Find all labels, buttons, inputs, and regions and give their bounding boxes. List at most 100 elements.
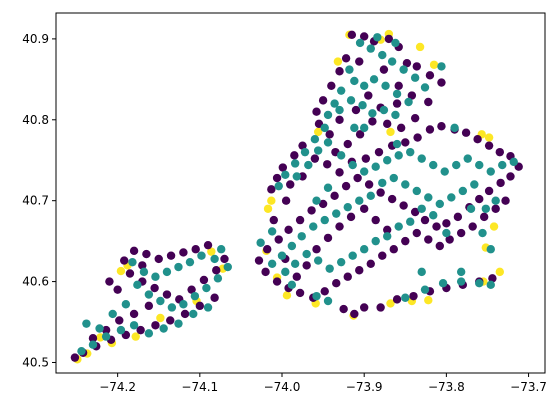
data-point [437, 122, 446, 131]
data-point [406, 147, 415, 157]
data-point [470, 180, 479, 189]
data-point [351, 105, 361, 115]
data-point [129, 246, 139, 256]
data-point [203, 240, 213, 250]
data-point [348, 160, 357, 170]
data-point [489, 222, 499, 231]
data-point [88, 340, 98, 349]
data-point [223, 262, 232, 272]
data-point [429, 160, 438, 170]
data-point [509, 157, 518, 167]
data-point [335, 105, 344, 115]
data-point [187, 285, 196, 294]
data-point [156, 313, 165, 323]
data-point [383, 119, 392, 129]
data-point [191, 245, 200, 254]
data-point [345, 65, 354, 74]
data-point [263, 204, 273, 213]
data-point [410, 73, 420, 82]
data-point [292, 272, 301, 281]
data-point [438, 279, 448, 288]
data-point [424, 235, 433, 244]
data-point [450, 123, 459, 133]
data-point [353, 173, 362, 183]
x-axis: −74.2 −74.1 −74.0 −73.9 −73.8 −73.7 [99, 373, 547, 394]
data-point [350, 123, 359, 133]
data-point [269, 215, 278, 225]
data-point [373, 33, 382, 42]
data-point [391, 38, 400, 48]
data-point [364, 91, 373, 100]
data-point [359, 303, 369, 312]
data-point [343, 202, 352, 212]
data-point [410, 207, 420, 217]
data-point [77, 346, 86, 356]
data-point [304, 160, 313, 170]
data-point [287, 280, 297, 290]
data-point [386, 299, 395, 308]
data-point [95, 324, 104, 333]
data-point [401, 180, 410, 189]
data-point [295, 288, 305, 298]
data-point [267, 227, 277, 236]
data-point [213, 274, 223, 283]
data-point [323, 160, 332, 169]
x-tick-label: −74.2 [99, 380, 136, 394]
data-point [475, 279, 484, 288]
data-point [501, 196, 510, 205]
data-point [355, 266, 364, 275]
data-point [361, 154, 371, 163]
data-point [383, 232, 392, 241]
data-point [216, 245, 226, 254]
data-point [359, 123, 369, 133]
data-point [379, 105, 389, 115]
data-point [325, 264, 334, 273]
axes-layer [55, 12, 546, 374]
data-point [359, 245, 369, 254]
data-point [432, 222, 441, 231]
data-point [429, 211, 438, 220]
data-point [142, 249, 151, 259]
y-tick-label: 40.5 [22, 355, 49, 369]
y-tick-label: 40.9 [22, 32, 49, 46]
data-point [297, 232, 306, 241]
data-point [281, 267, 290, 277]
data-point [445, 235, 454, 244]
data-point [166, 316, 175, 325]
series-2 [77, 33, 518, 356]
data-point [174, 319, 183, 328]
data-point [335, 115, 344, 124]
data-point [131, 332, 140, 341]
data-point [185, 257, 195, 267]
data-point [313, 127, 323, 137]
data-point [366, 259, 375, 268]
data-point [189, 309, 198, 319]
data-point [366, 44, 375, 53]
data-point [151, 321, 160, 330]
data-point [312, 291, 321, 301]
data-point [371, 236, 380, 246]
data-point [498, 160, 507, 170]
data-point [384, 34, 394, 44]
data-point [466, 204, 476, 213]
data-point [417, 204, 426, 213]
data-point [458, 186, 468, 196]
data-point [401, 236, 410, 246]
data-point [435, 199, 444, 209]
data-point [386, 127, 395, 137]
data-point [70, 353, 80, 362]
data-point [332, 209, 341, 218]
data-point [277, 251, 287, 260]
data-point [101, 332, 111, 341]
data-point [456, 267, 466, 277]
data-point [374, 147, 384, 157]
x-tick-label: −73.7 [510, 380, 547, 394]
data-point [341, 54, 351, 63]
data-point [343, 272, 352, 281]
data-point [336, 86, 346, 95]
data-point [310, 154, 320, 163]
data-point [392, 89, 402, 99]
data-point [336, 151, 346, 160]
data-point [339, 304, 348, 314]
data-point [366, 191, 375, 201]
